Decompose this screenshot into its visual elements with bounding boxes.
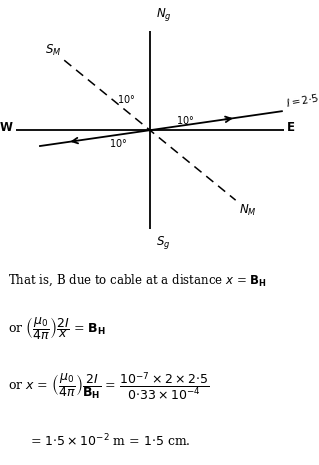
Text: E: E xyxy=(287,121,295,134)
Text: or $x$ = $\left(\dfrac{\mu_0}{4\pi}\right)\dfrac{2I}{\mathbf{B_H}}$ = $\dfrac{10: or $x$ = $\left(\dfrac{\mu_0}{4\pi}\righ… xyxy=(8,371,209,402)
Text: = $1{\cdot}5 \times 10^{-2}$ m = $1{\cdot}5$ cm.: = $1{\cdot}5 \times 10^{-2}$ m = $1{\cdo… xyxy=(30,433,191,450)
Text: $I = 2{\cdot}5$ A: $I = 2{\cdot}5$ A xyxy=(285,89,319,109)
Text: $N_g$: $N_g$ xyxy=(156,7,172,23)
Text: $S_M$: $S_M$ xyxy=(45,42,61,58)
Text: $10°$: $10°$ xyxy=(176,114,194,126)
Text: $N_M$: $N_M$ xyxy=(239,203,256,218)
Text: W: W xyxy=(0,121,13,134)
Text: or $\left(\dfrac{\mu_0}{4\pi}\right)\dfrac{2I}{x}$ = $\mathbf{B_H}$: or $\left(\dfrac{\mu_0}{4\pi}\right)\dfr… xyxy=(8,316,106,342)
Text: $10°$: $10°$ xyxy=(109,137,127,149)
Text: $S_g$: $S_g$ xyxy=(156,234,171,252)
Text: That is, B due to cable at a distance $x$ = $\mathbf{B_H}$: That is, B due to cable at a distance $x… xyxy=(8,272,267,288)
Text: $10°$: $10°$ xyxy=(117,93,135,105)
